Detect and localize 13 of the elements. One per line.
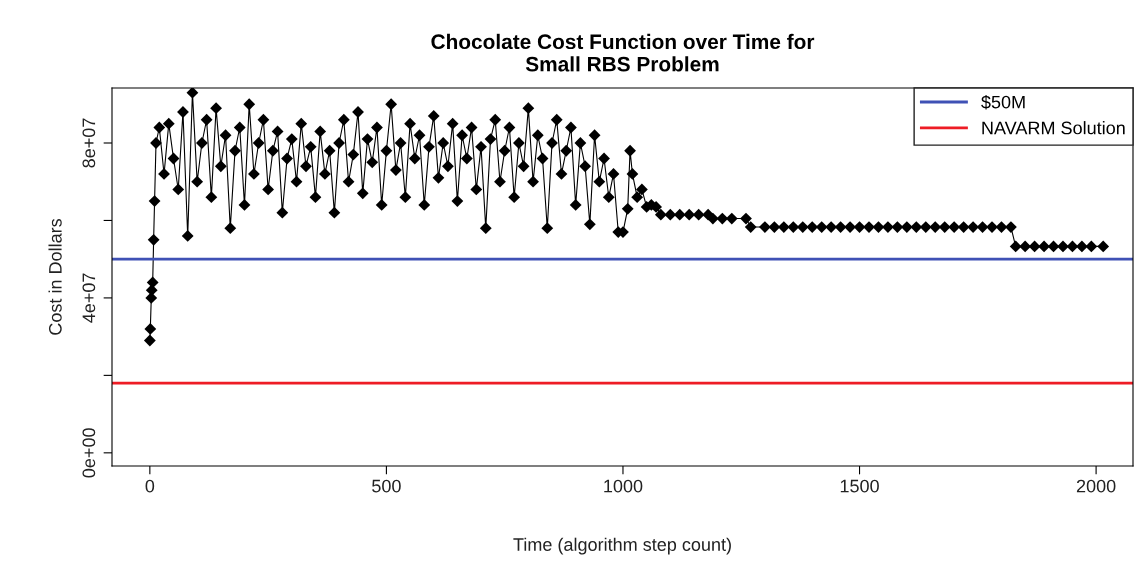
- x-tick-label: 1500: [840, 479, 879, 493]
- legend-label: $50M: [981, 94, 1025, 110]
- x-tick-label: 500: [372, 479, 401, 493]
- x-tick-label: 0: [145, 479, 155, 493]
- legend-label: NAVARM Solution: [982, 121, 1125, 135]
- x-tick-label: 2000: [1076, 479, 1116, 493]
- y-tick-label: 0e+00: [82, 428, 96, 478]
- y-axis-title: Cost in Dollars: [48, 218, 62, 335]
- x-tick-label: 1000: [604, 479, 643, 493]
- chart-title: Chocolate Cost Function over Time for Small RBS Problem: [431, 33, 815, 72]
- y-tick-label: 4e+07: [82, 273, 96, 323]
- y-tick-label: 8e+07: [82, 118, 96, 168]
- x-axis-title: Time (algorithm step count): [513, 537, 731, 555]
